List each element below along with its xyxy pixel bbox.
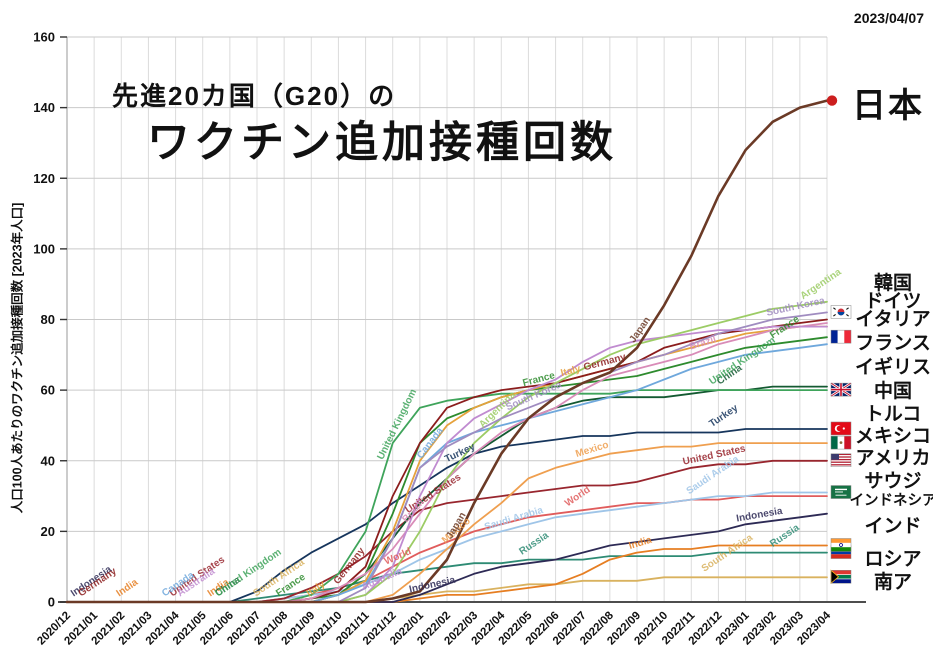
- legend-item-4: イギリス: [854, 357, 932, 378]
- series-label-india: India: [628, 535, 654, 552]
- series-label-united-kingdom: United Kingdom: [375, 387, 419, 461]
- legend-item-8: アメリカ: [855, 448, 931, 469]
- legend-item-9: サウジ: [864, 471, 922, 492]
- y-tick-label: 160: [33, 30, 55, 45]
- series-label-russia: Russia: [517, 530, 551, 558]
- legend-item-10: インドネシア: [849, 493, 933, 509]
- y-tick-label: 140: [33, 100, 55, 115]
- series-label-turkey: Turkey: [707, 402, 740, 429]
- flag-in-icon: [830, 538, 852, 552]
- date-label: 2023/04/07: [853, 10, 924, 26]
- series-line-japan: [65, 99, 829, 604]
- flag-us-icon: [830, 453, 852, 467]
- flag-kr-icon: [830, 305, 852, 319]
- flag-tr-icon: [830, 421, 852, 436]
- flag-gb-icon: [830, 382, 852, 398]
- flag-sa-icon: [830, 485, 852, 499]
- y-tick-label: 20: [41, 524, 55, 539]
- series-label-mexico: Mexico: [574, 440, 610, 460]
- series-label-india: India: [115, 577, 141, 599]
- legend-item-3: フランス: [855, 333, 931, 354]
- series-label-italy: Italy: [560, 363, 583, 379]
- legend-item-5: 中国: [873, 381, 913, 402]
- flag-fr-icon: [830, 329, 852, 344]
- legend-item-6: トルコ: [864, 404, 922, 425]
- y-tick-label: 60: [41, 383, 55, 398]
- legend-item-13: 南ア: [873, 572, 913, 593]
- legend-item-12: ロシア: [864, 549, 922, 570]
- y-tick-label: 100: [33, 241, 55, 256]
- legend-japan-label: 日本: [852, 87, 924, 125]
- legend-item-2: イタリア: [855, 309, 931, 330]
- y-tick-label: 0: [48, 595, 55, 610]
- legend-item-7: メキシコ: [854, 426, 932, 447]
- y-tick-label: 80: [41, 312, 55, 327]
- series-label-united-kingdom: United Kingdom: [213, 547, 283, 599]
- y-tick-label: 120: [33, 171, 55, 186]
- japan-endpoint-marker: [826, 95, 838, 106]
- flag-za-icon: [830, 569, 852, 585]
- legend-item-1: ドイツ: [864, 291, 922, 312]
- y-tick-label: 40: [41, 453, 55, 468]
- legend-item-0: 韓国: [873, 273, 913, 294]
- legend-item-11: インド: [864, 516, 922, 537]
- y-axis-label: 人口100人あたりのワクチン追加接種回数 [2023年人口]: [10, 202, 25, 514]
- flag-mx-icon: [830, 435, 852, 450]
